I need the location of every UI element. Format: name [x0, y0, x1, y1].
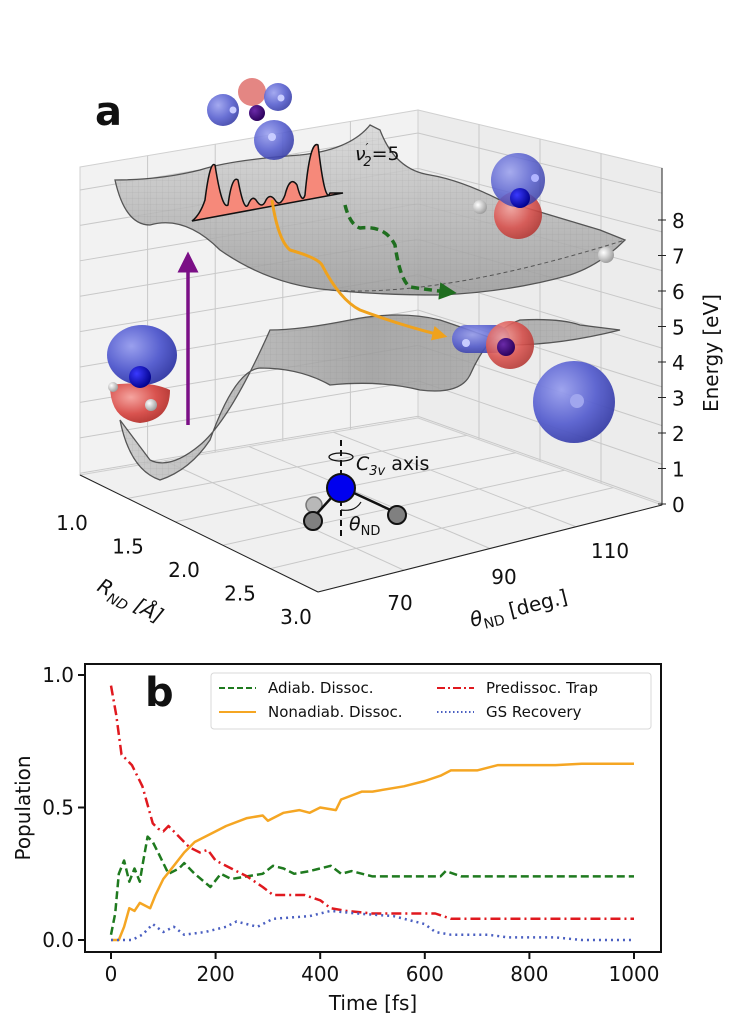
- axis-ticks: 0 200 400 600 800 1000 0.0 0.5 1.0: [42, 663, 659, 986]
- y-tick-label: 0.5: [42, 796, 74, 820]
- panel-a-letter: a: [95, 89, 122, 135]
- energy-tick-label: 2: [672, 422, 685, 446]
- r-axis-title: RND [Å]: [92, 573, 168, 631]
- r-axis-line: [79, 474, 319, 593]
- x-tick-label: 200: [197, 962, 235, 986]
- orbital-right-lower: [452, 321, 534, 369]
- grid-line-floor: [333, 431, 577, 528]
- panel-b-letter: b: [145, 670, 174, 716]
- panel-b-population-chart: 0 200 400 600 800 1000 0.0 0.5 1.0 b Time [fs] P…: [11, 663, 662, 1015]
- theta-tick-label: 90: [491, 565, 516, 589]
- legend-label: Predissoc. Trap: [486, 679, 598, 697]
- r-tick-label: 2.5: [224, 582, 256, 606]
- x-tick-label: 1000: [609, 962, 660, 986]
- energy-tick-label: 7: [672, 245, 685, 269]
- x-axis-title: Time [fs]: [328, 991, 417, 1015]
- legend-label: GS Recovery: [486, 703, 582, 721]
- excited-state-mesh: [115, 125, 625, 295]
- x-tick-label: 0: [105, 962, 118, 986]
- orbital-right-upper: [473, 153, 614, 263]
- nonadiabatic-path: [270, 199, 448, 341]
- r-tick-label: 3.0: [280, 605, 312, 629]
- energy-tick-label: 8: [672, 209, 685, 233]
- panel-a-ticks: 0 1 2 3 4 5 6 7 8 1.0 1.5 2.0 2.5 3.0 70 90 110: [56, 209, 685, 629]
- y-tick-label: 1.0: [42, 663, 74, 687]
- x-tick-label: 400: [301, 962, 339, 986]
- theta-axis-line: [317, 504, 663, 593]
- series-line-gs-recovery: [111, 909, 634, 942]
- x-tick-label: 600: [406, 962, 444, 986]
- excited-surface-edge-dashed: [329, 239, 626, 292]
- r-tick-label: 1.5: [112, 535, 144, 559]
- energy-tick-label: 3: [672, 387, 685, 411]
- grid-line-floor: [164, 460, 405, 571]
- grid-line-energy: [79, 309, 663, 388]
- hydrogen-atom: [570, 394, 584, 408]
- c3v-axis-label: C3v axis: [356, 453, 429, 479]
- theta-axis-title: θND [deg.]: [467, 584, 570, 635]
- y-tick-label: 0.0: [42, 928, 74, 952]
- series-line-predissoc-trap: [109, 685, 634, 921]
- energy-tick-label: 1: [672, 458, 685, 482]
- theta-tick-label: 70: [387, 591, 412, 615]
- vibrational-state-label: ν′ 2=5: [355, 141, 400, 170]
- legend-label: Adiab. Dissoc.: [268, 679, 373, 697]
- theta-tick-label: 110: [591, 539, 629, 563]
- legend-label: Nonadiab. Dissoc.: [268, 703, 403, 721]
- orbital-top-molecule: [207, 78, 294, 160]
- energy-tick-label: 5: [672, 316, 685, 340]
- nh3-schematic: [303, 440, 407, 540]
- r-tick-label: 1.0: [56, 511, 88, 535]
- series-line-nonadiab-dissoc: [111, 762, 634, 942]
- grid-line-floor: [248, 446, 491, 549]
- energy-tick-label: 4: [672, 351, 685, 375]
- series-group: [109, 685, 634, 942]
- theta-nd-label: θND: [349, 513, 380, 539]
- series-line-adiab-dissoc: [109, 835, 634, 935]
- x-tick-label: 800: [510, 962, 548, 986]
- r-tick-label: 2.0: [168, 558, 200, 582]
- vibrational-wavepacket: [191, 143, 344, 222]
- orbital-left: [107, 325, 177, 423]
- energy-axis-title: Energy [eV]: [699, 294, 723, 412]
- panel-a-3d-pes: ν′ 2=5: [56, 78, 723, 635]
- energy-tick-label: 6: [672, 280, 685, 304]
- ground-state-mesh: [120, 315, 620, 480]
- legend: Adiab. Dissoc. Nonadiab. Dissoc. Predissoc…: [210, 672, 652, 730]
- grid-line-energy: [79, 132, 663, 194]
- legend-box: [210, 672, 652, 730]
- adiabatic-path: [343, 204, 457, 300]
- energy-tick-label: 0: [672, 493, 685, 517]
- y-axis-title: Population: [11, 755, 35, 860]
